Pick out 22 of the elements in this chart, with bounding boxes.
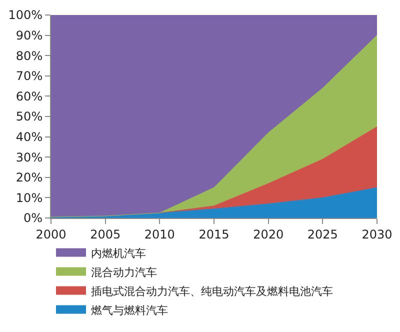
x-tick-label: 2025 [307,227,338,242]
y-tick-label: 50% [16,110,43,124]
legend-label: 混合动力汽车 [91,266,157,280]
y-tick-label: 60% [16,89,43,104]
legend-label: 内燃机汽车 [91,247,146,260]
x-tick-label: 2030 [362,227,392,242]
y-tick-label: 100% [8,8,43,22]
y-tick-label: 70% [16,69,43,84]
legend-label: 燃气与燃料汽车 [91,304,168,318]
x-tick-label: 2005 [90,227,121,242]
y-tick-label: 40% [16,130,43,144]
y-tick-label: 20% [16,170,43,185]
y-tick-label: 10% [16,190,43,205]
y-tick-label: 30% [16,150,43,164]
x-tick-label: 2015 [198,227,230,242]
legend-label: 插电式混合动力汽车、纯电动汽车及燃料电池汽车 [91,285,333,298]
y-tick-label: 0% [24,211,43,226]
x-tick-label: 2020 [253,227,284,242]
y-tick-label: 80% [16,48,43,63]
x-tick-label: 2000 [36,227,66,242]
x-tick-label: 2010 [144,227,175,242]
y-tick-label: 90% [16,28,43,42]
